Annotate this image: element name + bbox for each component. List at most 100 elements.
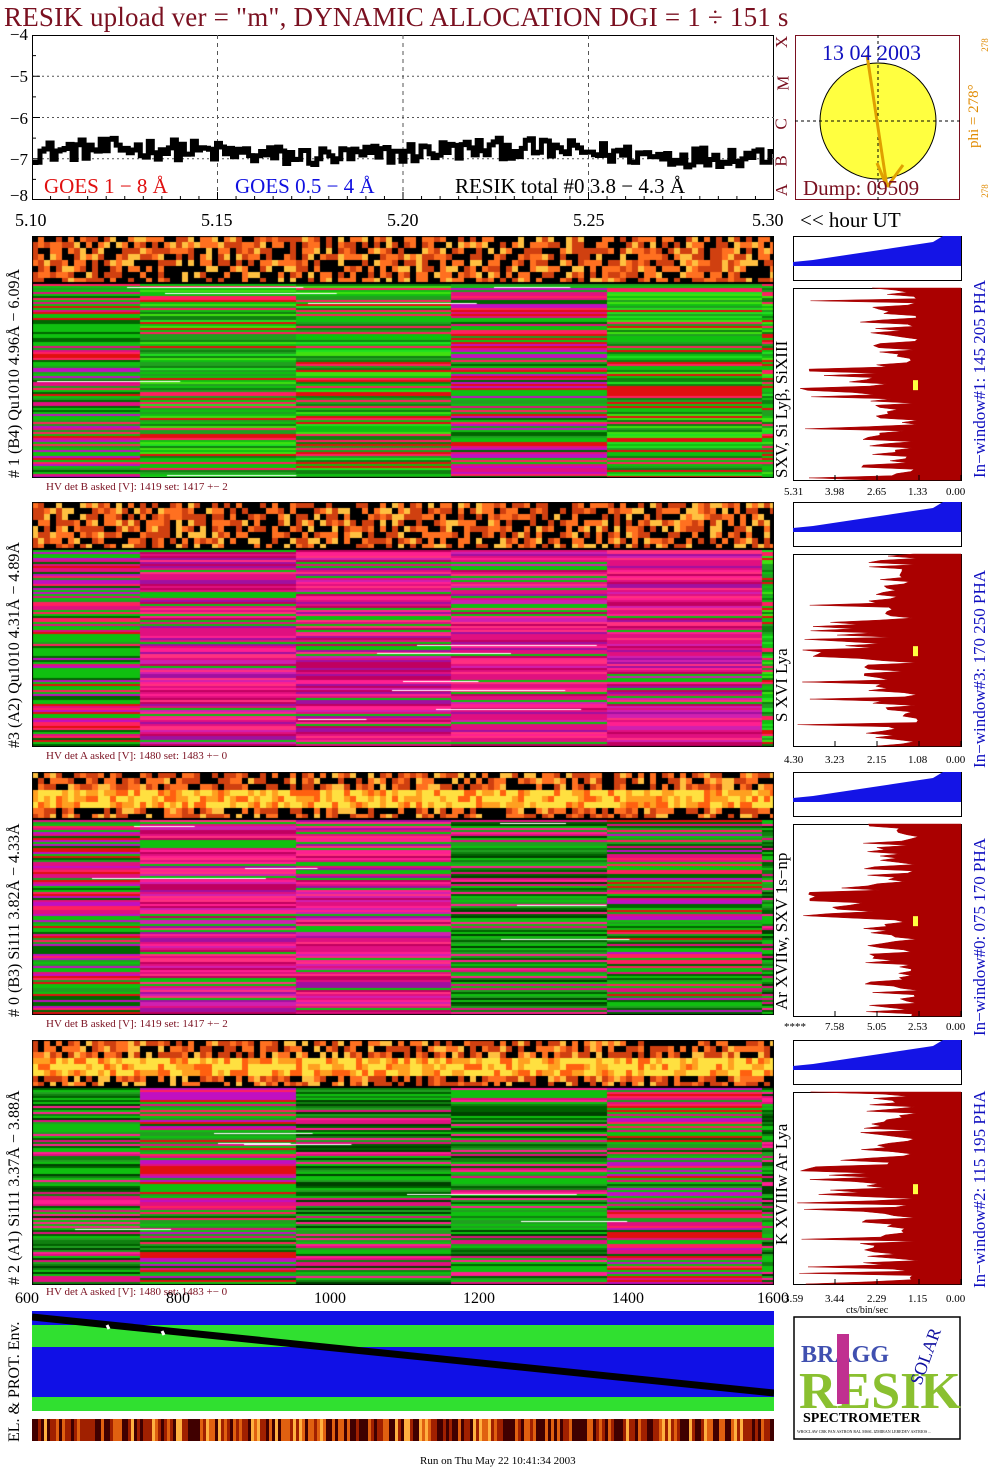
env-color-strip: [215, 1419, 218, 1441]
bottom-axis-tick: 1600: [757, 1290, 789, 1307]
window-label: In−window#3: 170 250 PHA: [970, 569, 989, 768]
env-color-strip: [341, 1419, 344, 1441]
env-color-strip: [623, 1419, 626, 1441]
env-color-strip: [497, 1419, 500, 1441]
env-band-blue-top: [32, 1311, 774, 1325]
env-color-strip: [596, 1419, 599, 1441]
environment-panel: [32, 1311, 774, 1441]
env-color-strip: [764, 1419, 767, 1441]
env-color-strip: [701, 1419, 704, 1441]
env-color-strip: [119, 1419, 122, 1441]
env-color-strip: [500, 1419, 503, 1441]
window-label: In−window#0: 075 170 PHA: [970, 837, 989, 1036]
xtick-label: 5.25: [573, 210, 605, 230]
line-label: Ar XVIIw, SXV 1s−np: [772, 852, 791, 1010]
env-color-strip: [83, 1419, 86, 1441]
env-color-strip: [554, 1419, 557, 1441]
env-color-strip: [323, 1419, 326, 1441]
env-color-strip: [563, 1419, 566, 1441]
env-color-strip: [128, 1419, 131, 1441]
env-color-strip: [164, 1419, 167, 1441]
env-color-strip: [569, 1419, 572, 1441]
hist-tick: 3.98: [825, 486, 845, 498]
histogram-area: [797, 553, 962, 747]
env-color-strip: [263, 1419, 266, 1441]
env-color-strip: [491, 1419, 494, 1441]
env-color-strip: [395, 1419, 398, 1441]
env-color-strip: [89, 1419, 92, 1441]
env-color-strip: [587, 1419, 590, 1441]
env-color-strip: [620, 1419, 623, 1441]
env-color-strip: [473, 1419, 476, 1441]
env-color-strip: [635, 1419, 638, 1441]
env-color-strip: [332, 1419, 335, 1441]
hist-tick: 5.05: [867, 1021, 887, 1033]
env-color-strip: [773, 1419, 774, 1441]
env-color-strip: [206, 1419, 209, 1441]
env-color-strip: [470, 1419, 473, 1441]
env-color-strip: [677, 1419, 680, 1441]
goes-class-c: C: [771, 118, 791, 130]
env-color-strip: [233, 1419, 236, 1441]
hist-tick: 0.00: [946, 1293, 966, 1305]
env-color-strip: [338, 1419, 341, 1441]
env-color-strip: [146, 1419, 149, 1441]
env-color-strip: [302, 1419, 305, 1441]
spectrogram-channel-0: [32, 772, 774, 1015]
histogram-area: [803, 823, 962, 1017]
env-color-strip: [272, 1419, 275, 1441]
env-color-strip: [713, 1419, 716, 1441]
env-color-strip: [335, 1419, 338, 1441]
env-color-strip: [422, 1419, 425, 1441]
env-color-strip: [134, 1419, 137, 1441]
hv-info: HV det B asked [V]: 1419 set: 1417 +− 2: [46, 481, 228, 493]
env-color-strip: [326, 1419, 329, 1441]
logo-caption: SPECTROMETER: [803, 1411, 921, 1426]
env-color-strip: [770, 1419, 773, 1441]
line-label: S XVI Lya: [772, 648, 791, 722]
channel-label: # 0 (B3) Si111 3.82Å − 4.33Å: [6, 823, 23, 1017]
bottom-axis-tick: 600: [15, 1290, 39, 1307]
channel-label: # 2 (A1) Si111 3.37Å − 3.88Å: [6, 1090, 23, 1286]
goes-class-m: M: [773, 75, 793, 91]
phi-bottom: 278: [979, 184, 990, 198]
env-color-strip: [758, 1419, 761, 1441]
env-color-strip: [284, 1419, 287, 1441]
orientation-arrow-head: [885, 164, 905, 188]
hist-tick: 0.00: [946, 486, 966, 498]
env-color-strip: [170, 1419, 173, 1441]
env-color-strip: [464, 1419, 467, 1441]
env-color-strip: [95, 1419, 98, 1441]
logo-resik: RESIK: [799, 1363, 961, 1420]
env-color-strip: [200, 1419, 203, 1441]
env-color-strip: [698, 1419, 701, 1441]
env-color-strip: [602, 1419, 605, 1441]
env-color-strip: [560, 1419, 563, 1441]
env-color-strip: [449, 1419, 452, 1441]
env-color-strip: [767, 1419, 770, 1441]
env-color-strip: [74, 1419, 77, 1441]
env-color-strip: [260, 1419, 263, 1441]
env-color-strip: [350, 1419, 353, 1441]
env-color-strip: [278, 1419, 281, 1441]
env-color-strip: [113, 1419, 116, 1441]
window-marker: [913, 646, 918, 657]
env-color-strip: [410, 1419, 413, 1441]
env-color-strip: [92, 1419, 95, 1441]
env-color-strip: [626, 1419, 629, 1441]
env-color-strip: [644, 1419, 647, 1441]
env-color-strip: [161, 1419, 164, 1441]
env-color-strip: [584, 1419, 587, 1441]
channel-label: # 1 (B4) Qu1010 4.96Å − 6.09Å: [6, 268, 23, 478]
bottom-axis-tick: 1400: [612, 1290, 644, 1307]
env-color-strip: [659, 1419, 662, 1441]
hist-tick: 3.44: [825, 1293, 845, 1305]
env-color-strip: [110, 1419, 113, 1441]
env-color-strip: [242, 1419, 245, 1441]
env-color-strip: [344, 1419, 347, 1441]
env-color-strip: [356, 1419, 359, 1441]
env-color-strip: [218, 1419, 221, 1441]
env-color-strip: [299, 1419, 302, 1441]
env-color-strip: [617, 1419, 620, 1441]
hist-tick: 0.00: [946, 754, 966, 766]
